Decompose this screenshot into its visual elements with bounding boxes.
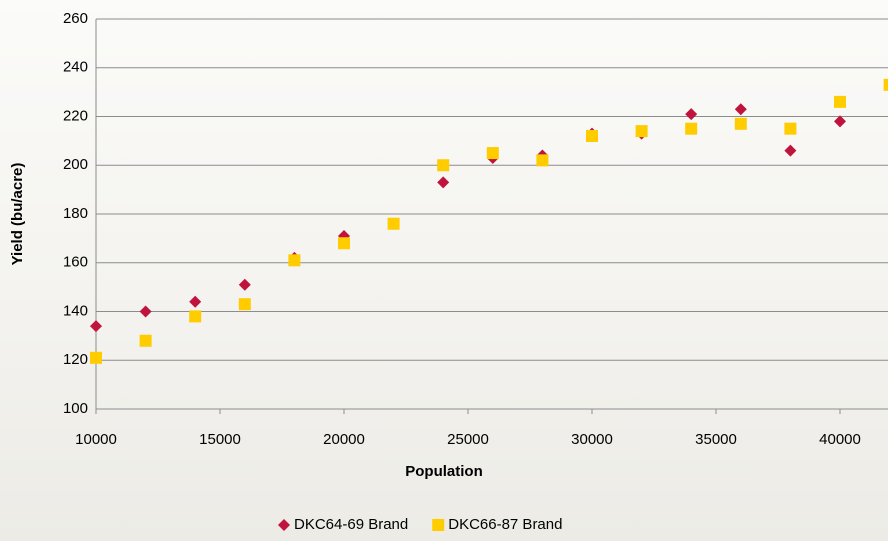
point bbox=[189, 310, 202, 323]
point bbox=[338, 237, 350, 250]
point bbox=[586, 130, 598, 142]
point bbox=[883, 78, 888, 91]
y-axis-title: Yield (bu/acre) bbox=[9, 163, 26, 266]
y-tick-label: 160 bbox=[63, 254, 88, 271]
point bbox=[486, 147, 499, 160]
point bbox=[437, 176, 450, 189]
point bbox=[387, 217, 400, 230]
point bbox=[734, 103, 747, 116]
y-tick-label: 260 bbox=[63, 10, 88, 27]
point bbox=[90, 320, 102, 333]
point bbox=[238, 278, 251, 291]
x-tick-label: 20000 bbox=[323, 431, 365, 448]
point bbox=[784, 144, 797, 157]
y-tick-label: 100 bbox=[63, 400, 88, 417]
y-tick-label: 240 bbox=[63, 59, 88, 76]
point bbox=[189, 295, 202, 308]
point bbox=[834, 95, 846, 108]
x-tick-label: 10000 bbox=[75, 431, 117, 448]
point bbox=[685, 122, 698, 135]
legend-label: DKC66-87 Brand bbox=[448, 516, 562, 533]
point bbox=[139, 334, 152, 347]
legend-marker bbox=[278, 519, 290, 531]
x-tick-label: 40000 bbox=[819, 431, 861, 448]
x-tick-label: 15000 bbox=[199, 431, 241, 448]
point bbox=[635, 125, 648, 138]
point bbox=[834, 115, 846, 128]
y-tick-label: 180 bbox=[63, 205, 88, 222]
y-tick-label: 200 bbox=[63, 156, 88, 173]
y-tick-label: 220 bbox=[63, 107, 88, 124]
y-tick-label: 140 bbox=[63, 302, 88, 319]
legend-label: DKC64-69 Brand bbox=[294, 516, 408, 533]
point bbox=[288, 254, 301, 267]
x-tick-label: 35000 bbox=[695, 431, 737, 448]
point bbox=[139, 305, 152, 318]
legend-marker bbox=[432, 519, 445, 531]
point bbox=[685, 108, 698, 121]
x-tick-label: 30000 bbox=[571, 431, 613, 448]
point bbox=[437, 159, 450, 172]
point bbox=[90, 351, 102, 364]
point bbox=[784, 122, 797, 135]
point bbox=[734, 117, 747, 130]
x-axis-title: Population bbox=[405, 463, 483, 480]
point bbox=[536, 154, 549, 167]
y-tick-label: 120 bbox=[63, 351, 88, 368]
point bbox=[238, 298, 251, 311]
x-tick-label: 25000 bbox=[447, 431, 489, 448]
